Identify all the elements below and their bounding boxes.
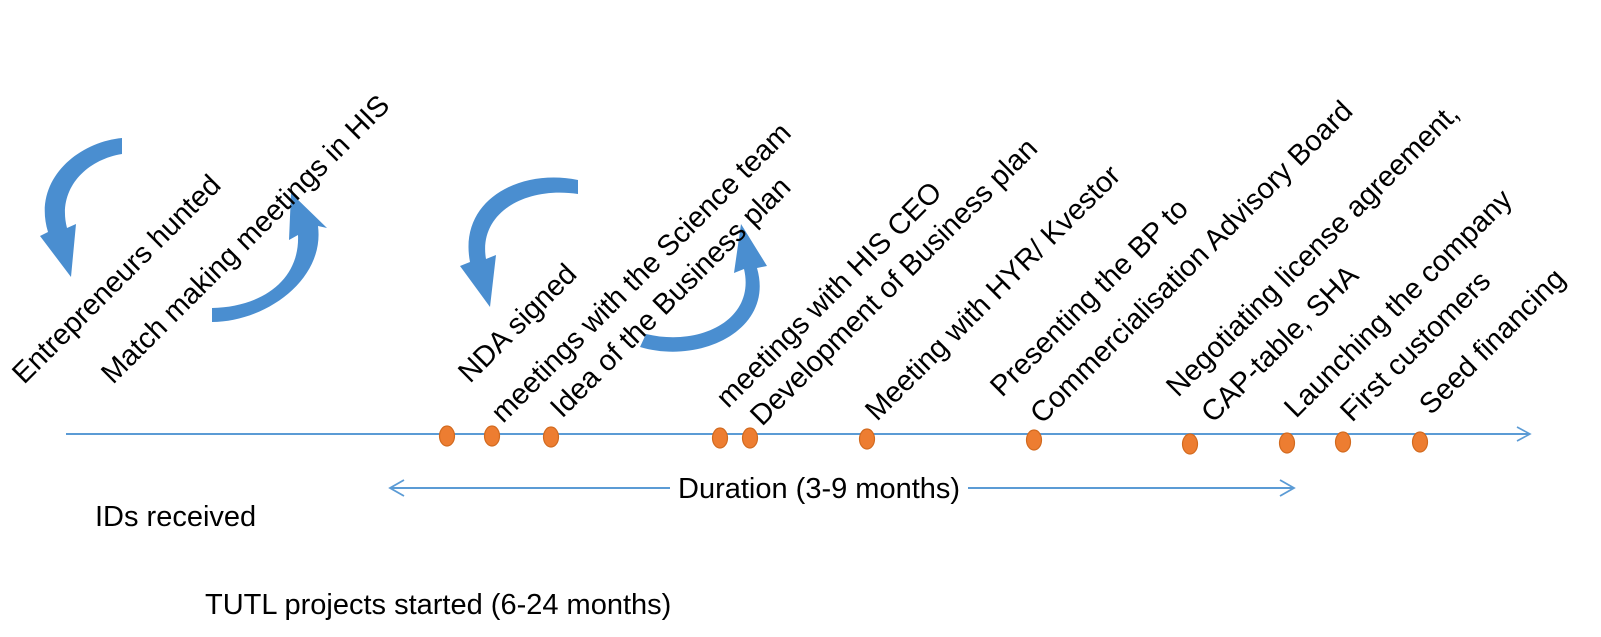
milestone-marker [483, 425, 501, 447]
ids-received-label: IDs received [95, 501, 257, 533]
milestone-marker [1278, 432, 1296, 454]
milestone-marker [1334, 431, 1352, 453]
tutl-projects-label: TUTL projects started (6-24 months) [205, 589, 672, 621]
milestone-marker [711, 427, 729, 449]
milestone-marker [741, 427, 759, 449]
milestone-marker [542, 426, 560, 448]
milestone-marker [1181, 433, 1199, 455]
curved-arrow-icon [640, 224, 767, 352]
milestone-marker [858, 428, 876, 450]
curved-arrow-icon [460, 177, 578, 307]
milestone-marker [1025, 429, 1043, 451]
arrowhead-icon [1279, 479, 1296, 497]
duration-label: Duration (3-9 months) [670, 472, 969, 506]
arrowhead-icon [388, 479, 405, 497]
curved-arrow-icon [212, 193, 327, 322]
milestone-marker [438, 425, 456, 447]
curved-arrow-icon [40, 138, 122, 277]
milestone-marker [1411, 431, 1429, 453]
